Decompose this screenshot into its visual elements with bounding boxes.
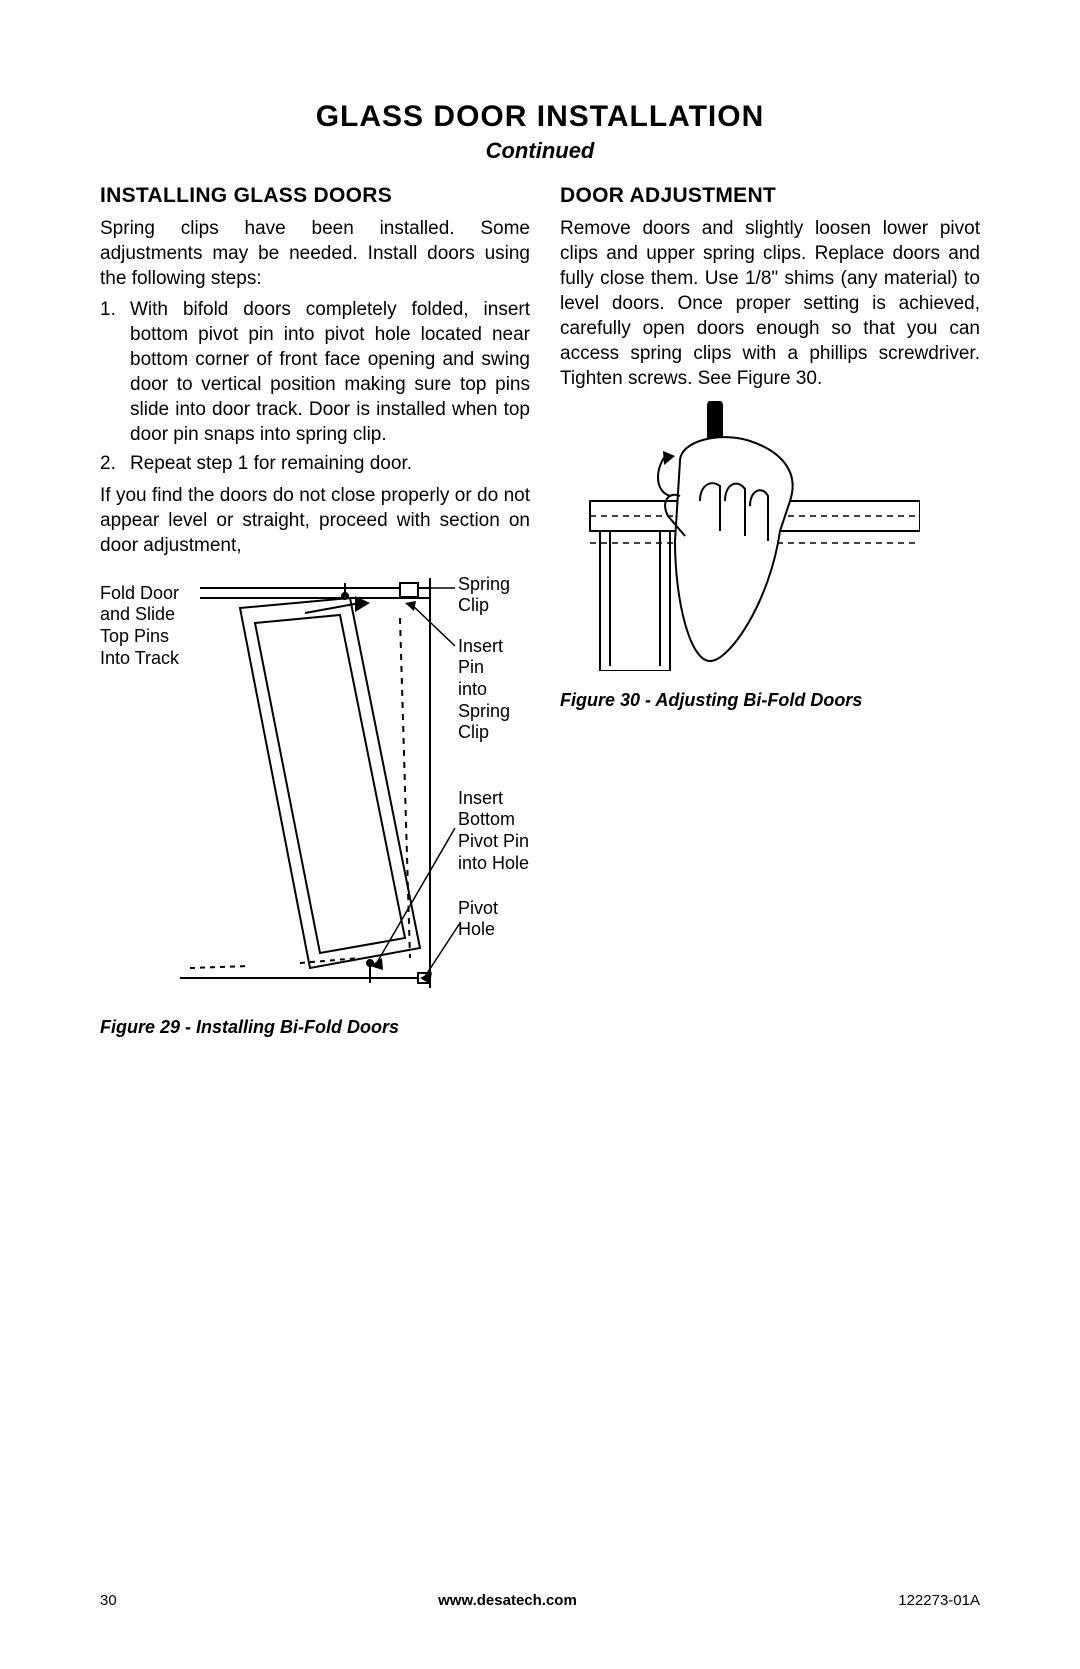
left-intro: Spring clips have been installed. Some a… bbox=[100, 216, 530, 291]
step-1: 1. With bifold doors completely folded, … bbox=[100, 297, 530, 447]
label-pivothole: Pivot Hole bbox=[458, 898, 498, 941]
figure-30-svg bbox=[560, 401, 920, 671]
step-num: 1. bbox=[100, 297, 130, 447]
figure-29-caption: Figure 29 - Installing Bi-Fold Doors bbox=[100, 1016, 530, 1040]
right-heading: DOOR ADJUSTMENT bbox=[560, 182, 980, 210]
columns: INSTALLING GLASS DOORS Spring clips have… bbox=[100, 182, 980, 1039]
footer: 30 www.desatech.com 122273-01A bbox=[100, 1592, 980, 1609]
label-fold: Fold Door and Slide Top Pins Into Track bbox=[100, 583, 179, 669]
figure-30-caption: Figure 30 - Adjusting Bi-Fold Doors bbox=[560, 689, 980, 713]
continued-label: Continued bbox=[100, 138, 980, 164]
figure-29: Fold Door and Slide Top Pins Into Track … bbox=[100, 568, 530, 1008]
step-num: 2. bbox=[100, 451, 130, 476]
label-springclip: Spring Clip bbox=[458, 574, 510, 617]
right-body: Remove doors and slightly loosen lower p… bbox=[560, 216, 980, 392]
left-column: INSTALLING GLASS DOORS Spring clips have… bbox=[100, 182, 530, 1039]
label-insertbottom: Insert Bottom Pivot Pin into Hole bbox=[458, 788, 529, 874]
page: GLASS DOOR INSTALLATION Continued INSTAL… bbox=[0, 0, 1080, 1669]
label-insertpin: Insert Pin into Spring Clip bbox=[458, 636, 530, 744]
doc-number: 122273-01A bbox=[898, 1592, 980, 1609]
figure-30 bbox=[560, 401, 980, 681]
footer-url: www.desatech.com bbox=[438, 1592, 577, 1609]
steps-list: 1. With bifold doors completely folded, … bbox=[100, 297, 530, 477]
step-text: With bifold doors completely folded, ins… bbox=[130, 297, 530, 447]
page-title: GLASS DOOR INSTALLATION bbox=[100, 100, 980, 134]
step-2: 2. Repeat step 1 for remaining door. bbox=[100, 451, 530, 476]
right-column: DOOR ADJUSTMENT Remove doors and slightl… bbox=[560, 182, 980, 1039]
step-text: Repeat step 1 for remaining door. bbox=[130, 451, 530, 476]
page-number: 30 bbox=[100, 1592, 117, 1609]
left-heading: INSTALLING GLASS DOORS bbox=[100, 182, 530, 210]
left-after: If you find the doors do not close prope… bbox=[100, 483, 530, 558]
